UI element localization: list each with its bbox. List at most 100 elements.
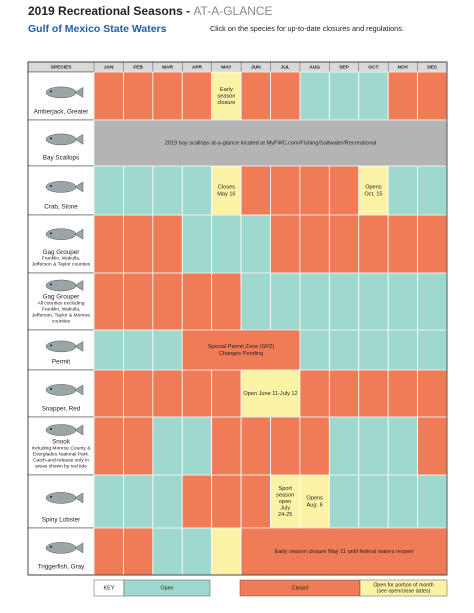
species-cell[interactable]	[27, 214, 95, 274]
month-cell	[93, 329, 124, 371]
month-cell	[270, 71, 301, 121]
month-cell	[93, 214, 124, 274]
month-header: OCT	[368, 64, 378, 70]
merged-cell	[241, 528, 447, 575]
month-cell	[387, 369, 418, 418]
month-cell	[152, 527, 183, 576]
cell-note: Oct. 15	[364, 191, 382, 197]
species-icon-eye	[50, 495, 52, 498]
month-cell	[93, 369, 124, 418]
month-cell	[358, 214, 389, 274]
month-cell	[123, 165, 154, 216]
title-main: 2019 Recreational Seasons -	[28, 4, 193, 18]
month-cell	[181, 416, 213, 476]
species-icon	[45, 133, 77, 146]
month-cell	[152, 474, 183, 529]
month-cell	[299, 329, 330, 371]
month-cell	[328, 329, 360, 371]
species-detail: Franklin, Wakulla,	[42, 256, 81, 262]
month-cell	[299, 369, 330, 418]
month-cell	[417, 474, 448, 529]
month-cell	[93, 474, 124, 529]
month-cell	[211, 527, 242, 576]
key-label: Open for portion of month	[373, 582, 433, 588]
month-header: JUL	[281, 64, 290, 70]
month-cell	[211, 214, 242, 274]
cell-note: Changes Pending	[219, 351, 263, 357]
month-cell	[387, 71, 418, 121]
month-cell	[417, 272, 448, 331]
month-cell	[270, 474, 301, 529]
species-header: SPECIES	[51, 64, 73, 70]
species-detail: Jefferson, Taylor & Monroe	[32, 312, 91, 318]
month-cell	[328, 369, 360, 418]
species-name: Snook	[52, 439, 71, 446]
species-detail: All counties excluding	[37, 300, 84, 306]
title-tag: AT-A-GLANCE	[193, 4, 272, 18]
month-header: JAN	[104, 64, 114, 70]
species-name: Bay Scallops	[43, 154, 79, 161]
month-cell	[387, 165, 418, 216]
month-cell	[152, 416, 183, 476]
month-header: MAR	[162, 64, 173, 70]
key-title: KEY	[103, 585, 114, 591]
month-cell	[417, 71, 448, 121]
month-cell	[152, 329, 183, 371]
cell-note: closure	[217, 100, 235, 106]
month-cell	[93, 416, 124, 476]
cell-note: Open June 11-July 12	[243, 391, 297, 397]
species-icon-tail	[74, 492, 84, 504]
species-detail: areas shown by red tide	[35, 463, 87, 469]
month-cell	[152, 369, 183, 418]
cell-note: Opens	[365, 185, 382, 191]
species-icon-tail	[74, 340, 84, 352]
month-cell	[387, 329, 418, 371]
species-name: Permit	[52, 358, 70, 365]
month-cell	[123, 369, 154, 418]
species-icon-eye	[50, 387, 52, 390]
cell-note: season	[217, 93, 235, 99]
species-name: Gag Grouper	[43, 294, 80, 301]
species-name: Triggerfish, Gray	[38, 563, 86, 570]
month-cell	[211, 369, 242, 418]
species-detail: Catch-and-release only in	[33, 457, 89, 463]
instruction: Click on the species for up-to-date clos…	[210, 24, 404, 33]
month-cell	[240, 214, 271, 274]
month-cell	[270, 416, 301, 476]
key-label: (see open/close dates)	[377, 588, 431, 594]
month-cell	[328, 474, 360, 529]
species-detail: Everglades National Park.	[33, 451, 90, 457]
month-cell	[387, 474, 418, 529]
species-icon	[45, 542, 77, 554]
month-cell	[123, 272, 154, 331]
species-name: Crab, Stone	[44, 203, 78, 210]
species-icon-tail	[74, 86, 84, 98]
key-swatch	[359, 579, 448, 597]
month-cell	[93, 272, 124, 331]
species-icon-eye	[50, 137, 52, 140]
month-cell	[181, 474, 213, 529]
month-cell	[240, 165, 271, 216]
cell-note: season	[276, 492, 294, 498]
month-cell	[123, 214, 154, 274]
species-detail: counties	[52, 318, 71, 324]
month-cell	[299, 71, 330, 121]
month-header: SEP	[339, 64, 349, 70]
species-icon-tail	[74, 424, 84, 436]
month-header: DEC	[427, 64, 438, 70]
month-header: AUG	[309, 64, 320, 70]
species-icon	[45, 228, 77, 240]
month-cell	[299, 165, 330, 216]
species-icon-tail	[74, 542, 84, 554]
month-cell	[123, 71, 154, 121]
month-cell	[152, 71, 183, 121]
month-cell	[152, 272, 183, 331]
species-icon-tail	[74, 384, 84, 396]
key-label: Open	[161, 585, 174, 591]
month-header: NOV	[398, 64, 409, 70]
month-header: FEB	[133, 64, 143, 70]
cell-note: July	[280, 506, 290, 512]
cell-note: 24-25	[278, 512, 292, 518]
month-cell	[358, 474, 389, 529]
